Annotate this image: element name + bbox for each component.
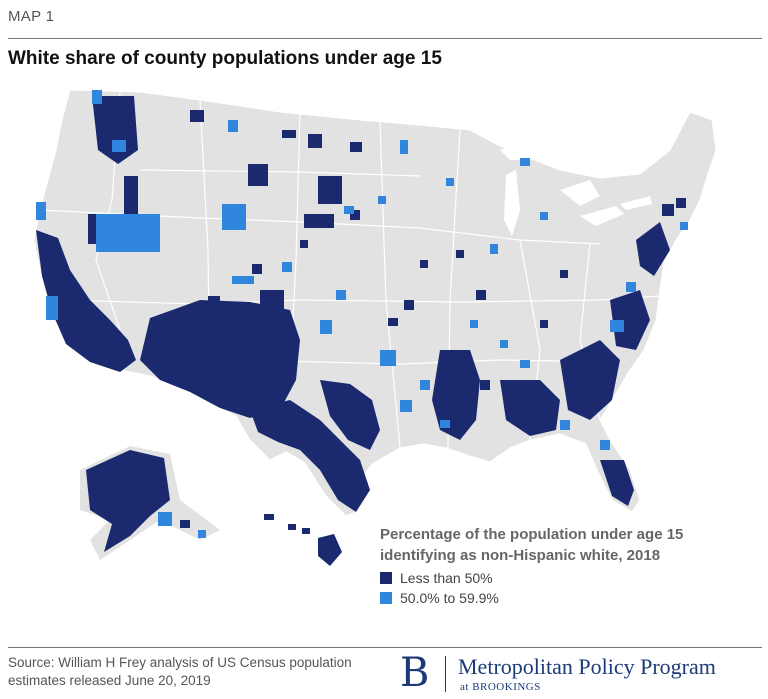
top-divider bbox=[8, 38, 762, 39]
legend-title-line1: Percentage of the population under age 1… bbox=[380, 526, 684, 543]
brand-letter: B bbox=[400, 650, 430, 696]
map-legend: Percentage of the population under age 1… bbox=[380, 524, 750, 606]
bottom-divider bbox=[8, 647, 762, 648]
dark-county-clusters bbox=[36, 96, 686, 512]
source-note: Source: William H Frey analysis of US Ce… bbox=[8, 654, 388, 690]
brookings-logo: B Metropolitan Policy Program at BROOKIN… bbox=[400, 650, 768, 696]
legend-item-less-than-50: Less than 50% bbox=[380, 570, 750, 586]
legend-label: 50.0% to 59.9% bbox=[400, 590, 499, 606]
legend-swatch-mid bbox=[380, 592, 392, 604]
legend-swatch-dark bbox=[380, 572, 392, 584]
legend-item-50-to-59: 50.0% to 59.9% bbox=[380, 590, 750, 606]
mid-county-clusters bbox=[36, 90, 688, 450]
source-line1: Source: William H Frey analysis of US Ce… bbox=[8, 655, 352, 670]
legend-label: Less than 50% bbox=[400, 570, 493, 586]
map-kicker: MAP 1 bbox=[8, 8, 55, 25]
legend-title-line2: identifying as non-Hispanic white, 2018 bbox=[380, 547, 661, 564]
brand-divider bbox=[445, 656, 446, 692]
source-line2: estimates released June 20, 2019 bbox=[8, 673, 211, 688]
brand-sub: at BROOKINGS bbox=[460, 681, 541, 693]
us-county-map bbox=[0, 80, 768, 640]
map-title: White share of county populations under … bbox=[8, 48, 442, 69]
brand-name: Metropolitan Policy Program bbox=[458, 654, 716, 679]
hawaii-shapes bbox=[264, 514, 342, 566]
